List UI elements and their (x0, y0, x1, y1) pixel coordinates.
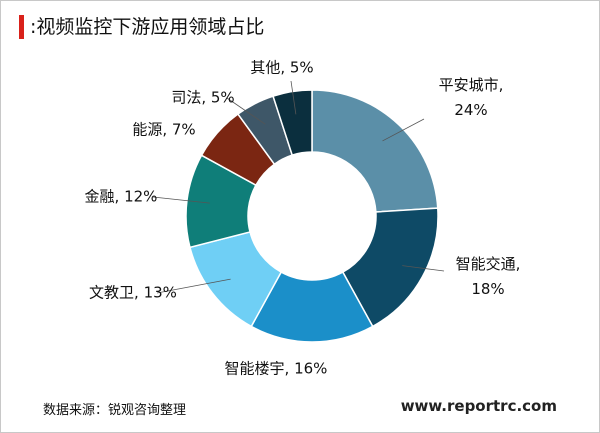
data-label: 平安城市, 24% (438, 76, 504, 119)
data-label: 司法, 5% (171, 88, 235, 107)
source-note: 数据来源：锐观咨询整理 (43, 403, 187, 418)
data-label: 智能交通, 18% (455, 255, 521, 298)
chart-title: :视频监控下游应用领域占比 (19, 15, 264, 39)
leader-line (152, 196, 210, 204)
donut-slice (311, 89, 439, 213)
leader-line (226, 97, 266, 125)
leader-line (402, 265, 445, 272)
donut-slice (272, 89, 313, 157)
data-label: 文教卫, 13% (89, 283, 177, 302)
data-label: 智能楼宇, 16% (224, 359, 328, 378)
website: www.reportrc.com (400, 397, 557, 415)
leader-line (156, 278, 231, 294)
leader-line (290, 80, 297, 115)
donut-slice (341, 207, 439, 328)
data-label: 能源, 7% (132, 120, 196, 139)
data-label: 金融, 12% (84, 187, 158, 206)
data-label: 其他, 5% (250, 58, 314, 77)
leader-line (382, 118, 425, 142)
